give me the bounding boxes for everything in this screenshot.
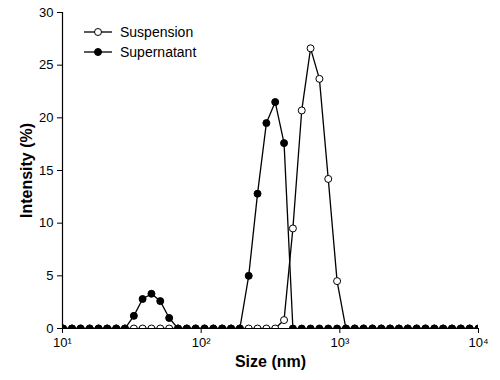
svg-text:Suspension: Suspension xyxy=(120,24,193,40)
svg-text:10⁴: 10⁴ xyxy=(468,335,488,350)
svg-text:10¹: 10¹ xyxy=(53,335,72,350)
svg-text:15: 15 xyxy=(39,163,53,178)
svg-text:5: 5 xyxy=(46,268,53,283)
svg-text:Intensity (%): Intensity (%) xyxy=(18,123,35,218)
svg-text:30: 30 xyxy=(39,5,53,20)
svg-text:10³: 10³ xyxy=(330,335,349,350)
svg-text:20: 20 xyxy=(39,110,53,125)
svg-text:Size (nm): Size (nm) xyxy=(235,353,306,370)
svg-text:10: 10 xyxy=(39,215,53,230)
svg-text:0: 0 xyxy=(46,321,53,336)
svg-text:10²: 10² xyxy=(192,335,211,350)
svg-text:Supernatant: Supernatant xyxy=(120,44,196,60)
svg-text:25: 25 xyxy=(39,57,53,72)
